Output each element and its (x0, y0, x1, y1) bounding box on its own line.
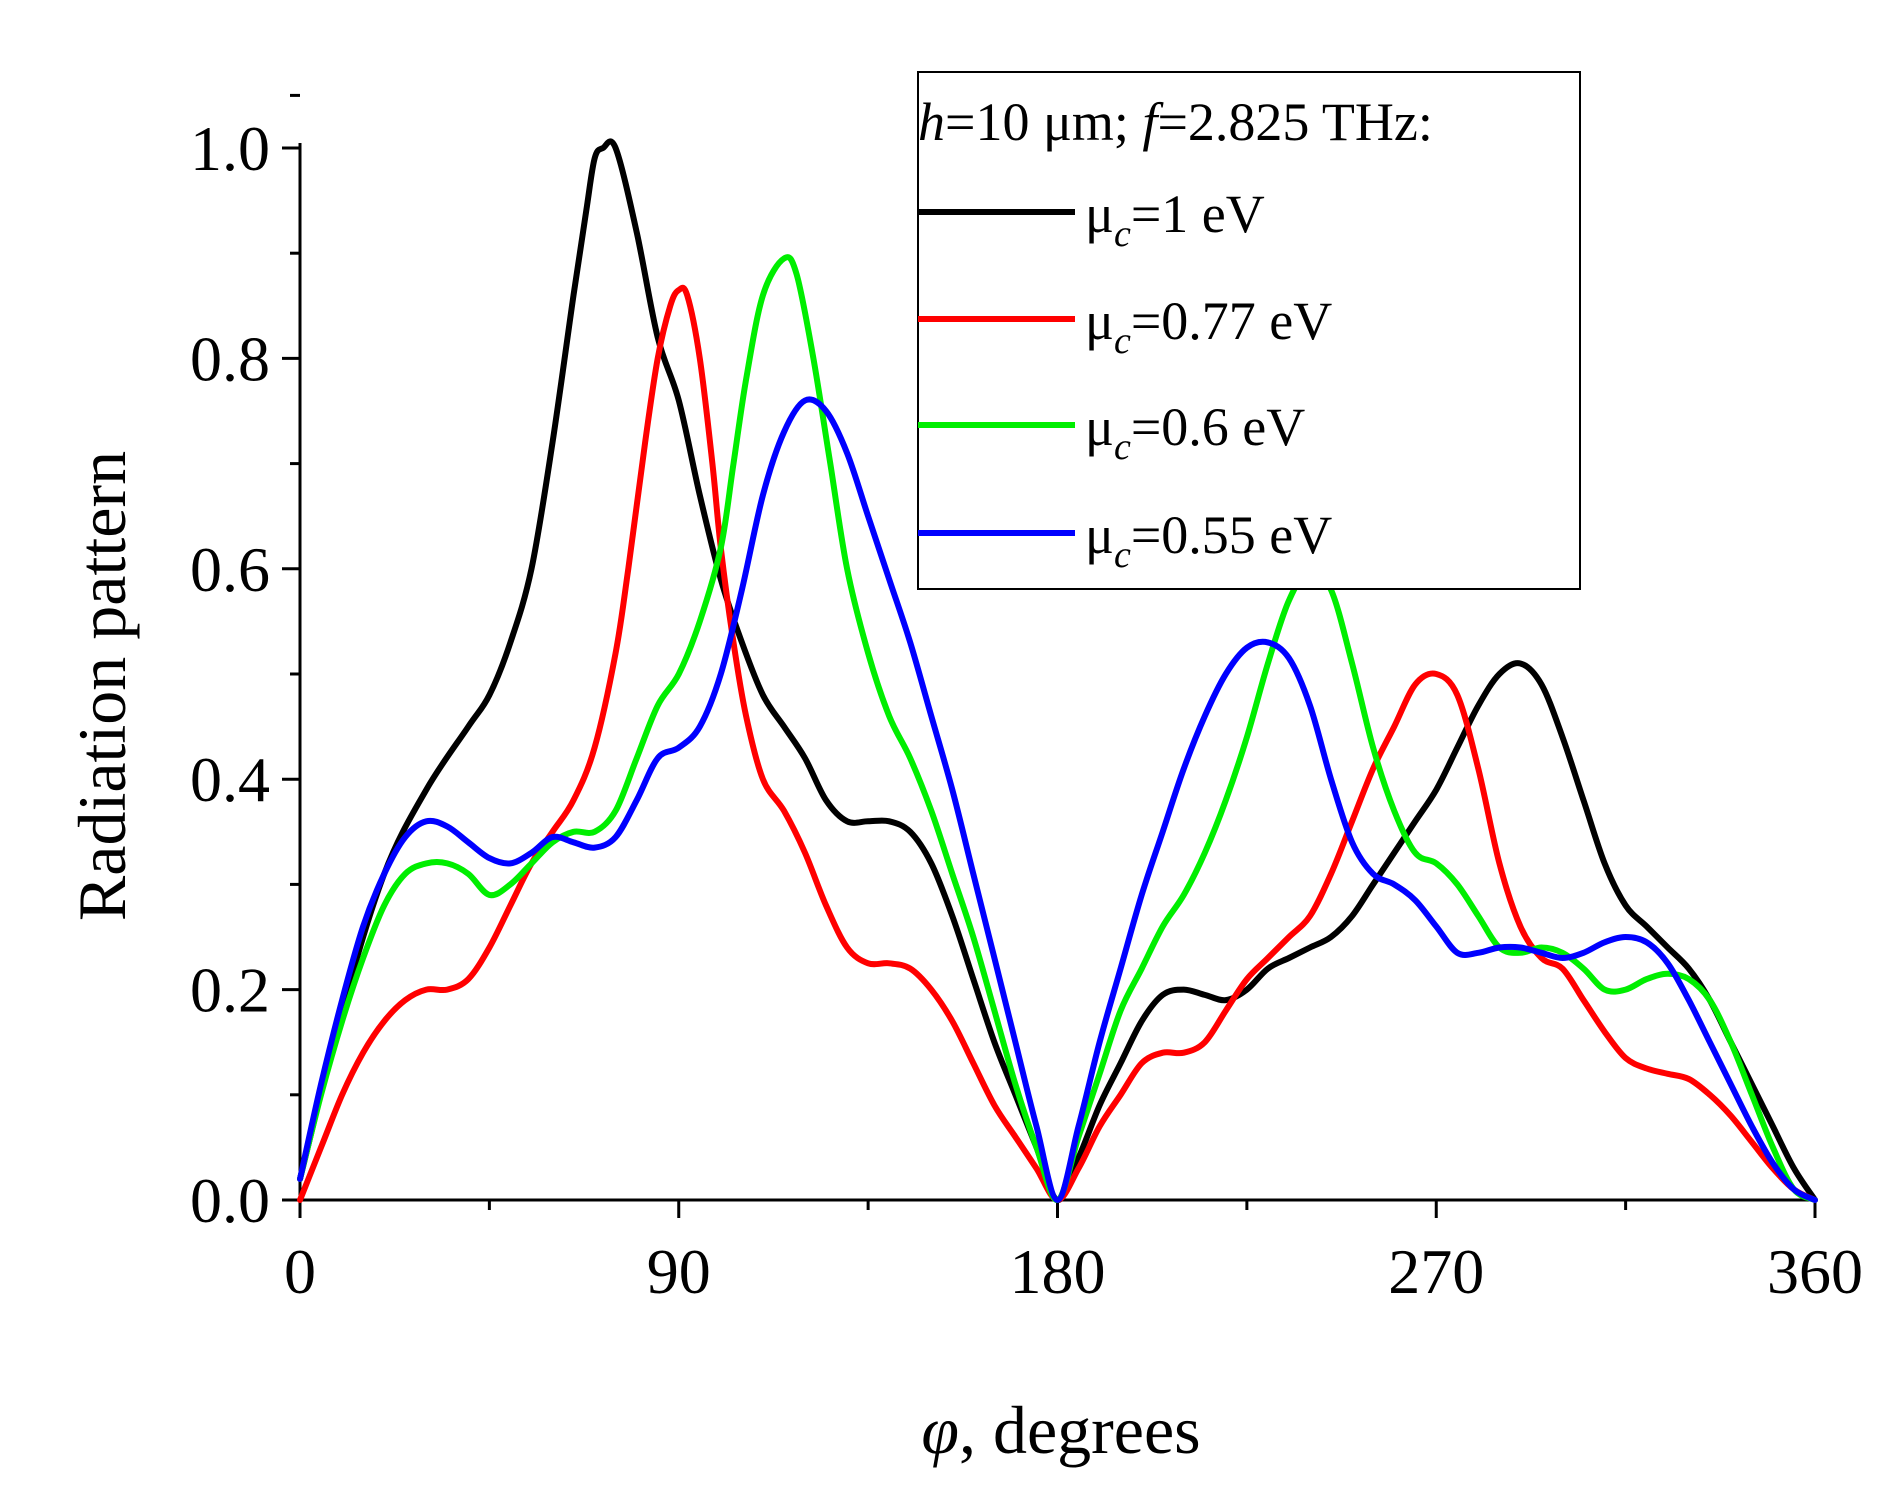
y-tick-label: 0.6 (190, 534, 270, 605)
legend-entries: μc=1 eV μc=0.77 eV μc=0.6 eV μc=0.55 eV (918, 184, 1332, 576)
legend-box (917, 71, 1581, 590)
y-tick-label: 0.8 (190, 323, 270, 394)
legend-label-3: μc=0.6 eV (1085, 397, 1305, 468)
y-tick-label: 0.2 (190, 955, 270, 1026)
x-axis-title: φ, degrees (921, 1392, 1200, 1468)
legend-label-4: μc=0.55 eV (1085, 505, 1332, 576)
y-axis-title: Radiation pattern (64, 451, 140, 921)
y-tick-label: 1.0 (190, 113, 270, 184)
tick-labels: 0 90 180 270 360 0.0 0.2 0.4 0.6 0.8 1.0 (190, 113, 1863, 1307)
legend-label-1: μc=1 eV (1085, 184, 1265, 255)
y-tick-label: 0.4 (190, 744, 270, 815)
series-line-4 (297, 396, 1818, 1203)
x-tick-label: 180 (1010, 1236, 1106, 1307)
series-line-3 (297, 254, 1818, 1203)
x-tick-label: 270 (1388, 1236, 1484, 1307)
series-group (297, 138, 1818, 1203)
x-tick-label: 360 (1767, 1236, 1863, 1307)
legend-header: h=10 μm; f=2.825 THz: (918, 92, 1433, 152)
legend-label-2: μc=0.77 eV (1085, 291, 1332, 362)
x-tick-label: 0 (284, 1236, 316, 1307)
y-tick-label: 0.0 (190, 1165, 270, 1236)
x-tick-label: 90 (647, 1236, 711, 1307)
